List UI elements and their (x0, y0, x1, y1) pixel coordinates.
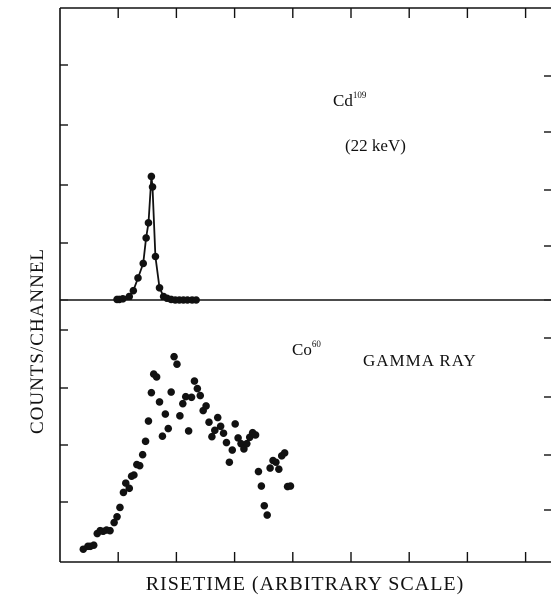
cd109-data-point (147, 172, 156, 181)
co60-data-point (216, 422, 225, 431)
co60-data-point (158, 432, 167, 440)
co60-data-point (257, 482, 266, 490)
co60-data-point (141, 437, 150, 446)
co60-data-point (152, 373, 161, 381)
cd109-data-point (139, 259, 148, 268)
co60-data-point (275, 465, 283, 474)
co60-data-point (286, 482, 295, 490)
gamma-ray-label: GAMMA RAY (363, 351, 477, 370)
co60-data-point (110, 518, 118, 527)
co60-data-point (260, 501, 269, 510)
co60-data-point (176, 412, 184, 420)
co60-data-point (181, 392, 190, 401)
co60-data-point (251, 431, 260, 439)
co60-data-point (161, 410, 170, 418)
co60-data-point (208, 432, 216, 441)
co60-data-point (116, 503, 124, 512)
co60-data-point (173, 360, 181, 369)
co60-data-point (190, 377, 199, 385)
co60-data-point (164, 424, 173, 433)
co60-data-point (219, 429, 228, 438)
cd109-data-point (151, 252, 160, 261)
co60-data-point (266, 464, 274, 472)
co60-data-point (196, 391, 205, 400)
cd109-data-point (125, 292, 134, 301)
x-axis-label: RISETIME (ARBITRARY SCALE) (145, 573, 465, 595)
co60-data-point (135, 461, 144, 470)
cd109-data-point (192, 296, 200, 304)
co60-data-point (125, 484, 134, 493)
cd109-data-point (134, 274, 142, 282)
co60-data-point (280, 449, 289, 457)
co60-data-point (202, 402, 210, 410)
co60-data-point (89, 541, 98, 549)
co60-label: Co60 (292, 339, 321, 359)
co60-data-point (138, 450, 147, 459)
co60-data-point (205, 418, 213, 427)
cd109-data-point (144, 219, 153, 227)
y-axis-label: COUNTS/CHANNEL (27, 247, 48, 435)
co60-data-point (254, 467, 263, 476)
co60-data-point (184, 427, 193, 435)
co60-data-point (225, 458, 234, 467)
cd109-label: Cd109 (333, 90, 367, 110)
co60-data-point (272, 458, 280, 467)
co60-data-point (170, 352, 178, 361)
cd109-data-point (129, 286, 138, 295)
cd109-fit-curve (117, 175, 197, 301)
co60-data-point (119, 488, 128, 497)
co60-data-point (106, 526, 114, 535)
co60-data-point (179, 399, 187, 408)
co60-data-point (193, 384, 202, 393)
co60-data-point (234, 434, 242, 442)
co60-data-point (228, 446, 237, 454)
cd109-data-point (142, 234, 150, 242)
co60-data-point (222, 438, 231, 447)
co60-data-point (155, 398, 164, 406)
co60-data-point (113, 512, 121, 521)
co60-data-point (144, 417, 153, 425)
co60-data-point (243, 439, 251, 448)
co60-data-point (130, 471, 138, 479)
cd109-energy-label: (22 keV) (345, 136, 406, 155)
cd109-data-point (148, 183, 157, 191)
co60-data-point (211, 426, 219, 435)
co60-data-point (213, 413, 222, 422)
co60-data-point (187, 393, 196, 402)
co60-data-point (167, 388, 175, 396)
co60-data-point (231, 420, 239, 428)
co60-data-point (147, 388, 156, 397)
cd109-data-point (155, 284, 164, 292)
cd109-data-point (119, 295, 127, 303)
co60-data-point (263, 511, 271, 519)
